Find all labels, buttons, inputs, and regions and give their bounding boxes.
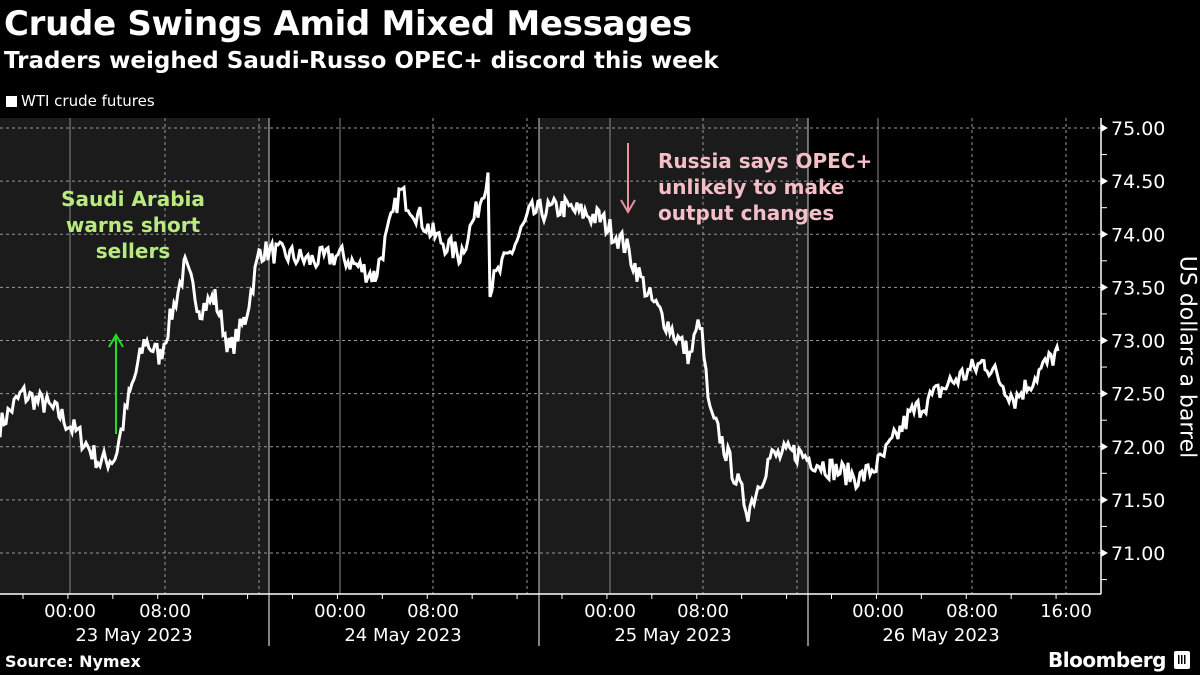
bloomberg-chart-icon: [1173, 651, 1190, 669]
x-tick-label: 00:00: [584, 601, 636, 622]
shaded-bands: [0, 118, 809, 594]
shaded-band: [0, 118, 270, 594]
arrow-up-icon: [108, 333, 124, 348]
y-tick-label: 73.50: [1111, 277, 1165, 299]
y-tick-label: 74.00: [1111, 224, 1165, 246]
russia-annotation-text: unlikely to make: [658, 175, 844, 199]
y-tick-label: 72.50: [1111, 384, 1165, 406]
x-tick-label: 00:00: [852, 601, 904, 622]
chart-subtitle: Traders weighed Saudi-Russo OPEC+ discor…: [4, 48, 719, 74]
legend: WTI crude futures: [6, 91, 155, 111]
x-tick-label: 00:00: [314, 601, 366, 622]
x-tick-label: 08:00: [946, 601, 998, 622]
x-tick-label: 16:00: [1040, 601, 1092, 622]
x-day-label: 24 May 2023: [344, 625, 461, 646]
y-tick-marker: [1101, 230, 1108, 239]
chart-title: Crude Swings Amid Mixed Messages: [4, 4, 692, 44]
y-tick-marker: [1101, 177, 1108, 186]
legend-label: WTI crude futures: [21, 92, 155, 110]
saudi-annotation-text: sellers: [96, 239, 171, 263]
y-tick-label: 72.00: [1111, 437, 1165, 459]
y-tick-marker: [1101, 549, 1108, 557]
y-tick-marker: [1101, 389, 1108, 398]
y-tick-marker: [1101, 442, 1108, 451]
bloomberg-logo: Bloomberg: [1048, 648, 1190, 672]
x-day-label: 26 May 2023: [882, 625, 999, 646]
brand-name: Bloomberg: [1048, 648, 1166, 672]
x-tick-label: 08:00: [677, 601, 729, 622]
x-tick-label: 00:00: [44, 601, 96, 622]
source-note: Source: Nymex: [5, 652, 141, 671]
axes: 75.00 74.50 74.00 73.50 73.00 72.50 72.00 71.50…: [0, 118, 1165, 646]
shaded-band: [539, 118, 809, 594]
y-tick-marker: [1101, 283, 1108, 292]
y-tick-label: 75.00: [1111, 118, 1165, 140]
gridlines: [0, 118, 1101, 594]
legend-swatch: [6, 95, 17, 107]
y-tick-marker: [1101, 495, 1108, 504]
y-tick-label: 73.00: [1111, 331, 1165, 353]
saudi-annotation-text: warns short: [66, 213, 201, 237]
x-tick-label: 08:00: [139, 601, 191, 622]
y-tick-marker: [1101, 124, 1108, 132]
x-day-label: 23 May 2023: [75, 625, 192, 646]
russia-annotation-text: output changes: [658, 201, 834, 225]
y-tick-label: 71.50: [1111, 490, 1165, 512]
price-line: [0, 172, 1060, 522]
y-tick-label: 71.00: [1111, 543, 1165, 565]
y-tick-label: 74.50: [1111, 171, 1165, 193]
y-tick-marker: [1101, 336, 1108, 345]
x-day-label: 25 May 2023: [614, 625, 731, 646]
x-tick-label: 08:00: [407, 601, 459, 622]
saudi-annotation-text: Saudi Arabia: [61, 187, 205, 211]
russia-annotation-text: Russia says OPEC+: [658, 149, 872, 173]
y-axis-label: US dollars a barrel: [1174, 255, 1200, 459]
arrow-down-icon: [620, 199, 636, 214]
